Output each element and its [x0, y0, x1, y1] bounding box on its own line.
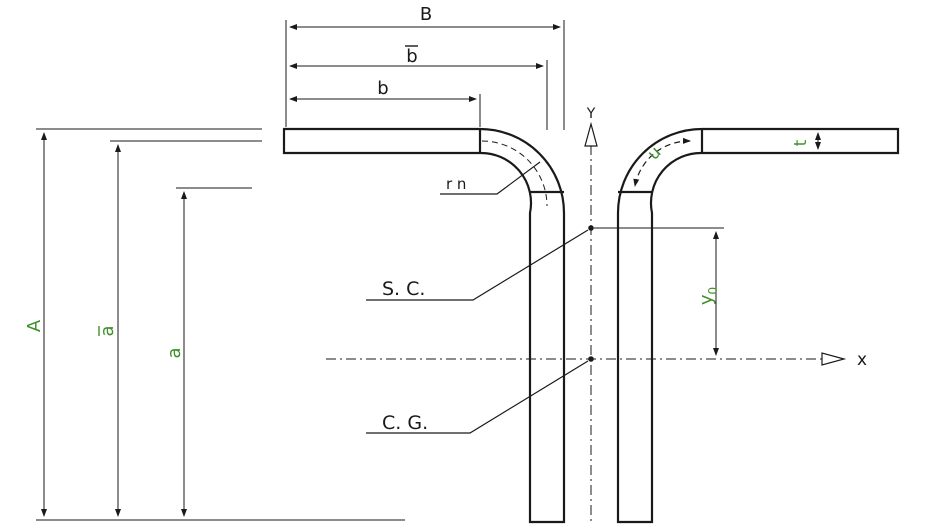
label-y0-group: y0 [696, 287, 720, 305]
label-u: u [644, 143, 666, 165]
right-section-outline [616, 127, 900, 524]
y-axis-arrowhead [584, 121, 598, 147]
cg-leader [366, 360, 589, 434]
u-arrow [633, 137, 691, 187]
label-a: a [164, 347, 185, 358]
label-B: B [420, 4, 432, 25]
shear-center-point [588, 225, 594, 231]
label-y0: y0 [696, 287, 720, 305]
centroid-point [588, 356, 594, 362]
label-abar: a [97, 325, 118, 336]
left-section-outline [282, 127, 566, 524]
rn-leader [440, 161, 541, 195]
label-sc: S. C. [382, 278, 425, 300]
label-cg: C. G. [382, 412, 428, 434]
label-b: b [377, 78, 388, 99]
label-A: A [24, 319, 45, 332]
label-rn: r n [446, 175, 466, 193]
label-y-axis: Y [586, 106, 596, 122]
label-x-axis: x [857, 350, 867, 370]
x-axis-arrowhead [821, 352, 847, 366]
sc-leader [366, 229, 589, 301]
label-abar-group: a [97, 325, 118, 336]
left-bend-centerline [481, 140, 548, 207]
label-bbar: b [406, 46, 417, 67]
label-t: t [791, 139, 811, 146]
